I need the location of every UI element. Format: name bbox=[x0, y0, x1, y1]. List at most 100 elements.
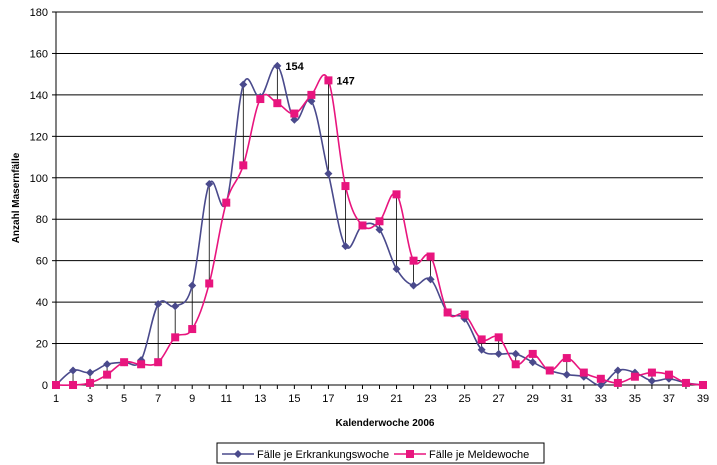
legend-label-melde: Fälle je Meldewoche bbox=[429, 449, 529, 461]
point-erkrankung-31 bbox=[562, 370, 571, 379]
point-erkrankung-23 bbox=[426, 275, 435, 284]
xtick-label-5: 5 bbox=[121, 393, 127, 405]
point-melde-17 bbox=[324, 76, 333, 85]
point-melde-27 bbox=[494, 333, 503, 342]
point-melde-1 bbox=[52, 381, 60, 389]
point-melde-13 bbox=[256, 95, 265, 104]
point-melde-9 bbox=[188, 325, 197, 334]
legend: Fälle je Erkrankungswoche Fälle je Melde… bbox=[216, 442, 545, 464]
point-erkrankung-14 bbox=[273, 61, 282, 70]
point-melde-34 bbox=[613, 378, 622, 387]
point-erkrankung-27 bbox=[494, 349, 503, 358]
point-melde-39 bbox=[699, 381, 707, 389]
point-melde-28 bbox=[511, 360, 520, 369]
point-melde-26 bbox=[477, 335, 486, 344]
point-erkrankung-33 bbox=[596, 381, 605, 389]
point-erkrankung-22 bbox=[409, 281, 418, 290]
series-layer bbox=[52, 61, 707, 389]
annotation-147: 147 bbox=[336, 75, 354, 87]
grid-lines bbox=[56, 11, 703, 345]
point-melde-23 bbox=[426, 252, 435, 261]
xtick-label-35: 35 bbox=[629, 393, 641, 405]
xtick-label-29: 29 bbox=[527, 393, 539, 405]
point-melde-8 bbox=[171, 333, 180, 342]
ytick-label-140: 140 bbox=[30, 90, 48, 102]
point-erkrankung-36 bbox=[647, 376, 656, 385]
point-erkrankung-15 bbox=[290, 115, 299, 124]
series-line-erkrankung bbox=[55, 65, 704, 386]
ytick-label-80: 80 bbox=[36, 214, 48, 226]
series-melde bbox=[52, 74, 707, 389]
legend-marker-erkrankung bbox=[234, 450, 242, 458]
point-erkrankung-28 bbox=[511, 349, 520, 358]
point-melde-16 bbox=[307, 90, 316, 99]
y-axis-title: Anzahl Masernfälle bbox=[11, 152, 22, 243]
point-melde-20 bbox=[375, 217, 384, 226]
difference-lines bbox=[72, 65, 670, 385]
point-melde-3 bbox=[86, 378, 95, 387]
legend-label-erkrankung: Fälle je Erkrankungswoche bbox=[257, 449, 389, 461]
point-melde-33 bbox=[596, 374, 605, 383]
point-erkrankung-12 bbox=[239, 80, 248, 89]
point-melde-14 bbox=[273, 99, 282, 108]
point-erkrankung-10 bbox=[205, 179, 214, 188]
xtick-label-19: 19 bbox=[356, 393, 368, 405]
ytick-label-40: 40 bbox=[36, 297, 48, 309]
ytick-label-120: 120 bbox=[30, 131, 48, 143]
point-melde-31 bbox=[562, 354, 571, 363]
point-melde-6 bbox=[137, 360, 146, 369]
xtick-label-31: 31 bbox=[561, 393, 573, 405]
xtick-label-15: 15 bbox=[288, 393, 300, 405]
point-erkrankung-21 bbox=[392, 264, 401, 273]
xtick-label-37: 37 bbox=[663, 393, 675, 405]
ytick-label-20: 20 bbox=[36, 339, 48, 351]
xtick-label-11: 11 bbox=[221, 393, 232, 405]
point-melde-10 bbox=[205, 279, 214, 288]
point-erkrankung-16 bbox=[307, 97, 316, 106]
ytick-label-100: 100 bbox=[30, 173, 48, 185]
xtick-label-17: 17 bbox=[322, 393, 334, 405]
x-axis-title: Kalenderwoche 2006 bbox=[336, 418, 435, 429]
point-melde-30 bbox=[545, 366, 554, 375]
point-melde-29 bbox=[528, 349, 537, 358]
ytick-label-60: 60 bbox=[36, 256, 48, 268]
xtick-label-21: 21 bbox=[390, 393, 402, 405]
legend-box bbox=[216, 442, 545, 464]
annotation-154: 154 bbox=[285, 61, 304, 73]
point-melde-19 bbox=[358, 221, 367, 230]
point-melde-5 bbox=[120, 358, 129, 367]
legend-marker-melde bbox=[406, 450, 414, 458]
xtick-label-39: 39 bbox=[697, 393, 709, 405]
xtick-label-33: 33 bbox=[595, 393, 607, 405]
point-melde-37 bbox=[664, 370, 673, 379]
point-erkrankung-7 bbox=[154, 300, 163, 309]
xtick-label-7: 7 bbox=[155, 393, 161, 405]
y-axis-tick-labels: 0 20 40 60 80 100 120 140 160 180 bbox=[30, 7, 48, 392]
xtick-label-27: 27 bbox=[493, 393, 505, 405]
xtick-label-9: 9 bbox=[189, 393, 195, 405]
ytick-label-160: 160 bbox=[30, 48, 48, 60]
point-erkrankung-34 bbox=[613, 366, 622, 375]
point-erkrankung-2 bbox=[69, 366, 78, 375]
point-melde-38 bbox=[681, 378, 690, 387]
point-erkrankung-3 bbox=[86, 368, 95, 377]
point-melde-4 bbox=[103, 370, 112, 379]
point-melde-2 bbox=[69, 381, 78, 389]
point-erkrankung-9 bbox=[188, 281, 197, 290]
point-melde-18 bbox=[341, 182, 350, 191]
xtick-label-23: 23 bbox=[424, 393, 436, 405]
point-erkrankung-8 bbox=[171, 302, 180, 311]
point-melde-35 bbox=[630, 372, 639, 381]
point-melde-7 bbox=[154, 358, 163, 367]
xtick-label-13: 13 bbox=[254, 393, 266, 405]
point-melde-22 bbox=[409, 256, 418, 265]
point-erkrankung-29 bbox=[528, 358, 537, 367]
point-melde-15 bbox=[290, 109, 299, 118]
point-melde-21 bbox=[392, 190, 401, 199]
point-melde-24 bbox=[443, 308, 452, 317]
point-erkrankung-17 bbox=[324, 169, 333, 178]
point-melde-11 bbox=[222, 198, 231, 207]
point-erkrankung-18 bbox=[341, 242, 350, 251]
point-erkrankung-4 bbox=[103, 360, 112, 369]
